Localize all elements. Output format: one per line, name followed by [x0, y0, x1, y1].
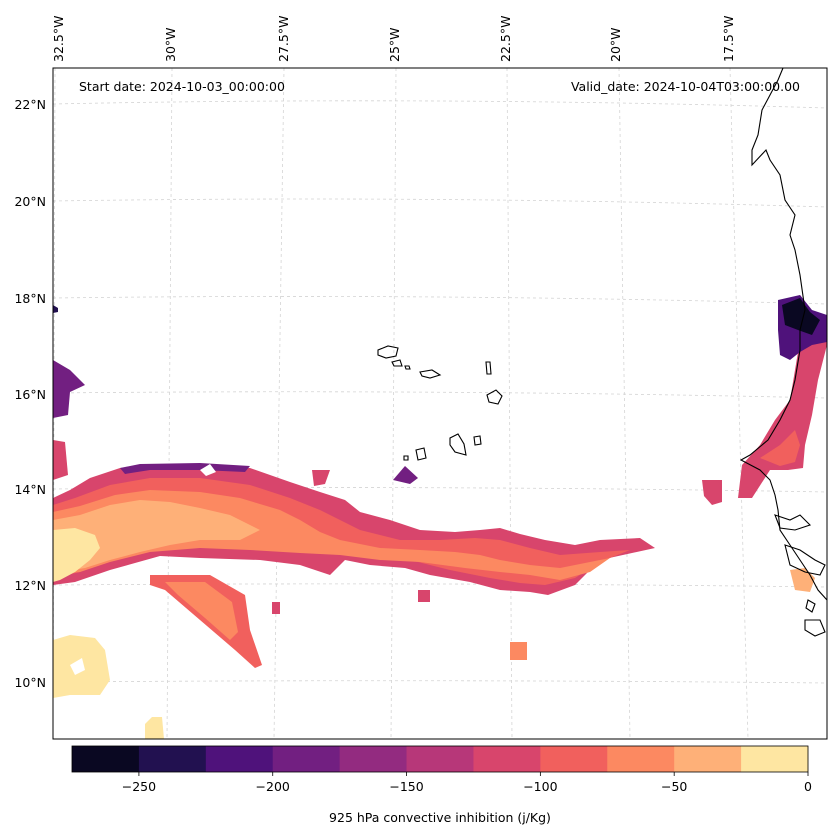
contour-west-edge-3: [53, 305, 58, 313]
contour-south-tongue: [150, 575, 262, 668]
contour-hole-1: [200, 464, 216, 476]
island-sal: [485, 361, 492, 375]
map-frame: [52, 67, 828, 740]
contour-blob-c: [510, 642, 527, 660]
longitude-label: 25°W: [387, 27, 402, 62]
coastlines: [377, 67, 828, 637]
contour-east-darkest: [782, 298, 820, 335]
island-santiago: [449, 433, 467, 456]
latitude-label: 12°N: [14, 578, 46, 593]
colorbar-tick-label: 0: [804, 779, 812, 794]
contour-band-25: [53, 500, 260, 572]
island-sao-nicolau: [419, 369, 442, 379]
coast-senegal-south: [784, 544, 826, 576]
contour-east-plume-inner: [760, 430, 800, 466]
valid-date-label: Valid_date: 2024-10-04T03:00:00.00: [571, 79, 800, 94]
latitude-label: 16°N: [14, 387, 46, 402]
latitude-label: 14°N: [14, 482, 46, 497]
latitude-label: 20°N: [14, 194, 46, 209]
colorbar-swatch: [272, 746, 341, 772]
contour-blob-a: [272, 602, 280, 614]
contour-band-0-west: [53, 528, 100, 582]
coast-gambia: [774, 514, 812, 531]
coast-guinea: [804, 619, 826, 637]
island-brava: [403, 455, 409, 461]
colorbar-tick-label: −50: [661, 779, 687, 794]
colorbar-swatch: [339, 746, 408, 772]
colorbar-tick-label: −150: [389, 779, 423, 794]
latitude-label: 10°N: [14, 675, 46, 690]
colorbar: −250 −200 −150 −100 −50 0: [71, 745, 812, 794]
longitude-label: 32.5°W: [51, 16, 66, 62]
colorbar-swatch: [406, 746, 474, 772]
colorbar-tick-label: −250: [122, 779, 156, 794]
contour-west-edge-2: [53, 360, 85, 418]
colorbar-swatch: [741, 746, 809, 772]
contour-blob-f: [312, 470, 330, 486]
colorbar-swatch: [72, 746, 140, 772]
contour-south-tongue-inner: [165, 582, 238, 640]
island-maio: [473, 435, 482, 446]
island-fogo: [415, 447, 427, 461]
longitude-label: 22.5°W: [498, 16, 513, 62]
contour-band-north-edge: [120, 463, 250, 474]
start-date-label: Start date: 2024-10-03_00:00:00: [79, 79, 285, 94]
longitude-label: 17.5°W: [721, 16, 736, 62]
longitude-label: 27.5°W: [276, 16, 291, 62]
colorbar-swatch: [205, 746, 274, 772]
contour-blob-e: [702, 480, 722, 505]
contour-sw-light-2: [145, 717, 164, 739]
longitude-label: 20°W: [608, 27, 623, 62]
latitude-labels: 22°N 20°N 18°N 16°N 14°N 12°N 10°N: [14, 97, 46, 690]
colorbar-swatch: [674, 746, 742, 772]
coast-bissagos: [805, 599, 816, 613]
colorbar-tick-label: −100: [523, 779, 557, 794]
longitude-label: 30°W: [163, 27, 178, 62]
island-sao-vicente: [391, 359, 403, 367]
colorbar-swatch: [473, 746, 541, 772]
colorbar-swatch: [607, 746, 675, 772]
colorbar-swatch: [138, 746, 207, 772]
island-boa-vista: [486, 389, 503, 405]
cin-contours: [53, 295, 827, 739]
colorbar-frame: [71, 745, 809, 773]
contour-hole-2: [70, 658, 85, 675]
colorbar-tick-label: −200: [256, 779, 290, 794]
island-santo-antao: [377, 345, 399, 359]
island-santa-luzia: [404, 365, 411, 370]
latitude-label: 22°N: [14, 97, 46, 112]
latitude-label: 18°N: [14, 291, 46, 306]
map-plot-area: [53, 68, 827, 739]
contour-west-edge-1: [53, 440, 68, 480]
longitude-labels: 32.5°W 30°W 27.5°W 25°W 22.5°W 20°W 17.5°W: [51, 16, 736, 62]
contour-blob-b: [418, 590, 430, 602]
colorbar-label: 925 hPa convective inhibition (j/Kg): [329, 810, 551, 825]
colorbar-swatch: [540, 746, 608, 772]
contour-blob-d: [393, 466, 418, 484]
